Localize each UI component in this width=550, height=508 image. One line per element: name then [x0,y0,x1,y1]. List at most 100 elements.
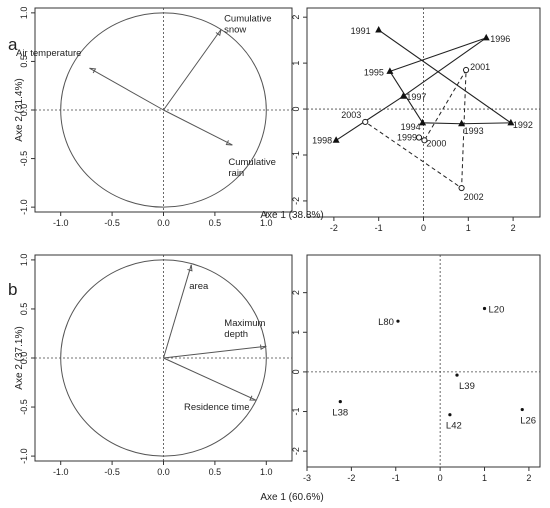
x-tick-label: -1.0 [53,467,69,477]
year-marker-circle [415,134,423,141]
x-tick-label: 0.5 [209,218,222,228]
vector-label-line: snow [224,24,246,35]
vector-label: area [189,281,209,292]
x-tick-label: 0.0 [157,467,170,477]
panel-label-a: a [8,35,18,54]
year-label: 1995 [364,67,384,77]
year-marker-triangle [375,26,383,33]
y-tick-label: 0.0 [19,352,29,365]
x-tick-label: 0.5 [209,467,222,477]
x-tick-label: 0.0 [157,218,170,228]
x-tick-label: -0.5 [104,218,120,228]
vector-arrowhead [89,67,97,74]
vector-label: Cumulative snow [224,13,272,35]
y-tick-label: -1 [291,151,301,159]
lake-label: L80 [378,317,394,328]
year-label: 1994 [401,122,421,132]
trajectory-solid [335,29,513,141]
x-tick-label: 2 [526,473,531,483]
year-marker-circle [458,184,465,192]
y-tick-label: 0.5 [19,55,29,68]
y-tick-label: 0 [291,369,301,374]
y-tick-label: -1.0 [19,448,29,464]
x-tick-label: 1.0 [260,467,273,477]
year-marker-circle [462,66,470,74]
panel-a-ylabel: Axe 2 (31.4%) [14,78,25,141]
x-tick-label: 2 [511,223,516,233]
x-tick-label: -2 [330,223,338,233]
vector-arrowhead [225,140,233,146]
y-tick-label: 2 [291,290,301,295]
panel-a-correlation-circle: -1.0 -0.5 0.0 0.5 1.0 -1.0 -0.5 0.0 0.5 1.0 Air te… [16,7,293,228]
x-tick-label: -1.0 [53,218,69,228]
year-label: 2002 [464,192,484,202]
lake-label: L39 [459,381,475,392]
year-label: 1997 [406,92,426,102]
x-tick-label: -0.5 [104,467,120,477]
x-tick-label: 1.0 [260,218,273,228]
lake-point [448,413,452,417]
vector-arrowhead [187,264,193,272]
vector-label-line: depth [224,329,248,340]
year-marker-triangle [419,118,427,126]
loading-vector [89,67,164,111]
vector-arrowhead [215,29,222,37]
x-tick-label: -3 [303,473,311,483]
year-marker-triangle [458,119,466,127]
panel-label-b: b [8,280,17,299]
year-marker-triangle [332,136,340,143]
x-tick-label: 1 [482,473,487,483]
y-tick-label: 0 [291,107,301,112]
year-marker-triangle [482,33,490,41]
panel-a-xlabel: Axe 1 (38.8%) [260,210,323,221]
vector-label: Maximum depth [224,318,265,340]
lake-point [396,319,400,323]
year-label: 2001 [470,62,490,72]
panel-b-lake-scores: -3 -2 -1 0 1 2 -2 -1 0 1 2 L20 L80 L39 L38 L42 L26 [291,254,541,483]
vector-arrowhead [249,395,257,401]
vector-label-line: Cumulative [224,13,272,24]
y-tick-label: 1 [291,61,301,66]
lake-label: L38 [332,408,348,419]
unit-circle [60,259,267,457]
plot-frame [306,254,541,468]
vector-label-line: Maximum [224,318,265,329]
x-tick-label: -1 [392,473,400,483]
year-marker-circle [362,118,369,126]
vector-label: Residence time [184,402,249,413]
lake-point [455,373,459,377]
y-tick-label: 1 [291,330,301,335]
year-label: 2000 [426,138,446,148]
year-marker-circle [421,137,428,144]
y-tick-label: -1 [291,408,301,416]
y-tick-label: -1.0 [19,199,29,215]
year-label: 1998 [312,135,332,145]
vector-label-line: Cumulative [228,157,276,168]
vector-arrowhead [260,344,267,350]
lake-label: L20 [489,304,505,315]
loading-vector [163,345,267,359]
vector-label-line: rain [228,168,244,179]
unit-circle [60,12,267,208]
panel-a-year-scores: -2 -1 0 1 2 -2 -1 0 1 2 1991 1992 1993 1994 1995 1996 19… [291,7,541,233]
x-tick-label: -2 [347,473,355,483]
year-marker-triangle [399,92,407,99]
panel-b-ylabel: Axe 2 (37.1%) [14,326,25,389]
year-marker-triangle [386,67,394,74]
y-tick-label: 2 [291,15,301,20]
year-label: 1991 [351,26,371,36]
year-label: 1992 [513,120,533,130]
lake-point [520,407,524,412]
lake-point [338,400,342,404]
y-tick-label: 0.0 [19,104,29,117]
lake-point [482,306,487,311]
x-tick-label: -1 [375,223,383,233]
y-tick-label: -0.5 [19,151,29,167]
y-tick-label: -2 [291,197,301,205]
vector-label: Cumulative rain [228,157,276,179]
x-tick-label: 0 [438,473,443,483]
panel-b-correlation-circle: -1.0 -0.5 0.0 0.5 1.0 -1.0 -0.5 0.0 0.5 1.0 area Ma… [19,254,293,477]
y-tick-label: -0.5 [19,399,29,415]
x-tick-label: 1 [466,223,471,233]
y-tick-label: -2 [291,447,301,455]
